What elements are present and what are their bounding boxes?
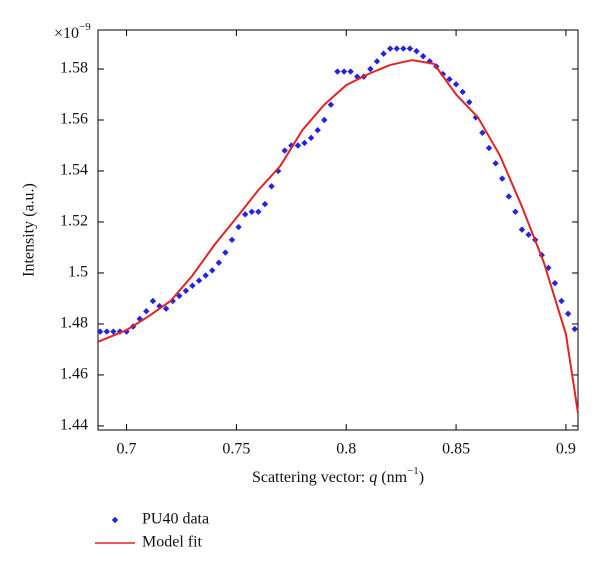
legend-label: PU40 data xyxy=(142,511,209,528)
data-point xyxy=(446,76,453,83)
x-tick-label: 0.9 xyxy=(556,441,576,458)
y-tick-label: 1.48 xyxy=(60,315,88,332)
data-point xyxy=(334,68,341,75)
data-point xyxy=(571,325,578,333)
data-point xyxy=(202,272,209,279)
multiplier-base: ×10 xyxy=(54,25,79,42)
data-point xyxy=(340,68,348,75)
data-point xyxy=(195,277,203,284)
x-tick-label: 0.7 xyxy=(117,441,137,458)
data-point xyxy=(261,200,269,208)
data-point xyxy=(327,101,335,108)
data-point xyxy=(189,282,196,289)
data-point xyxy=(235,223,242,231)
data-point xyxy=(479,129,486,136)
data-point xyxy=(492,160,499,167)
data-point xyxy=(301,139,308,147)
data-point xyxy=(466,98,473,106)
data-point xyxy=(485,144,493,152)
data-point xyxy=(255,208,262,215)
data-point xyxy=(268,183,275,190)
data-point xyxy=(499,175,506,182)
y-tick-label: 1.5 xyxy=(68,264,88,281)
data-point xyxy=(209,267,216,274)
y-tick-label: 1.52 xyxy=(60,213,88,230)
data-point xyxy=(241,211,249,218)
data-point xyxy=(347,68,354,75)
data-point xyxy=(182,287,190,295)
x-label-part: −1 xyxy=(407,465,419,477)
data-point xyxy=(96,328,104,335)
data-point xyxy=(373,58,381,65)
data-point xyxy=(393,45,400,52)
axis-multiplier: ×10−9 xyxy=(54,21,91,42)
legend-marker xyxy=(111,516,119,524)
x-label-part: ) xyxy=(419,469,424,486)
y-tick-label: 1.58 xyxy=(60,60,88,77)
data-point xyxy=(176,292,183,300)
data-point xyxy=(406,45,414,52)
data-point xyxy=(518,226,526,233)
multiplier-exponent: −9 xyxy=(79,21,91,33)
data-point xyxy=(162,305,170,312)
data-point xyxy=(281,147,288,154)
y-axis-label: Intensity (a.u.) xyxy=(21,183,38,277)
y-tick-label: 1.44 xyxy=(60,417,88,434)
data-point xyxy=(413,47,420,55)
plot-frame xyxy=(97,29,579,431)
y-tick-label: 1.54 xyxy=(60,162,88,179)
data-point xyxy=(321,116,328,124)
data-point xyxy=(525,231,532,238)
x-tick-label: 0.8 xyxy=(336,441,356,458)
y-tick-label: 1.56 xyxy=(60,111,88,128)
x-tick-label: 0.75 xyxy=(222,441,250,458)
data-point xyxy=(222,249,229,256)
data-point xyxy=(558,297,565,305)
x-tick-label: 0.85 xyxy=(442,441,470,458)
data-point xyxy=(505,193,513,200)
y-tick-label: 1.46 xyxy=(60,366,88,383)
data-point xyxy=(400,45,407,52)
data-point xyxy=(149,297,157,305)
data-point xyxy=(103,328,110,335)
data-point xyxy=(551,279,559,287)
fit-line xyxy=(97,59,579,414)
data-point xyxy=(419,53,427,60)
data-point xyxy=(110,328,117,335)
data-point xyxy=(459,88,466,96)
data-point xyxy=(228,236,236,244)
data-point xyxy=(248,208,255,215)
legend-label: Model fit xyxy=(142,534,203,551)
data-point xyxy=(512,208,519,215)
data-point xyxy=(294,142,302,149)
x-label-part: Scattering vector: xyxy=(252,469,369,486)
data-point xyxy=(452,81,460,88)
data-point xyxy=(380,50,387,57)
data-point xyxy=(215,259,223,266)
x-label-part: (nm xyxy=(377,469,407,486)
data-point xyxy=(564,310,572,317)
x-label-part: q xyxy=(369,469,377,486)
data-point xyxy=(386,45,394,52)
data-point xyxy=(307,134,315,142)
x-axis-label: Scattering vector: q (nm−1) xyxy=(252,465,424,486)
data-point xyxy=(314,126,321,134)
data-point xyxy=(143,307,150,315)
data-point xyxy=(367,65,374,73)
